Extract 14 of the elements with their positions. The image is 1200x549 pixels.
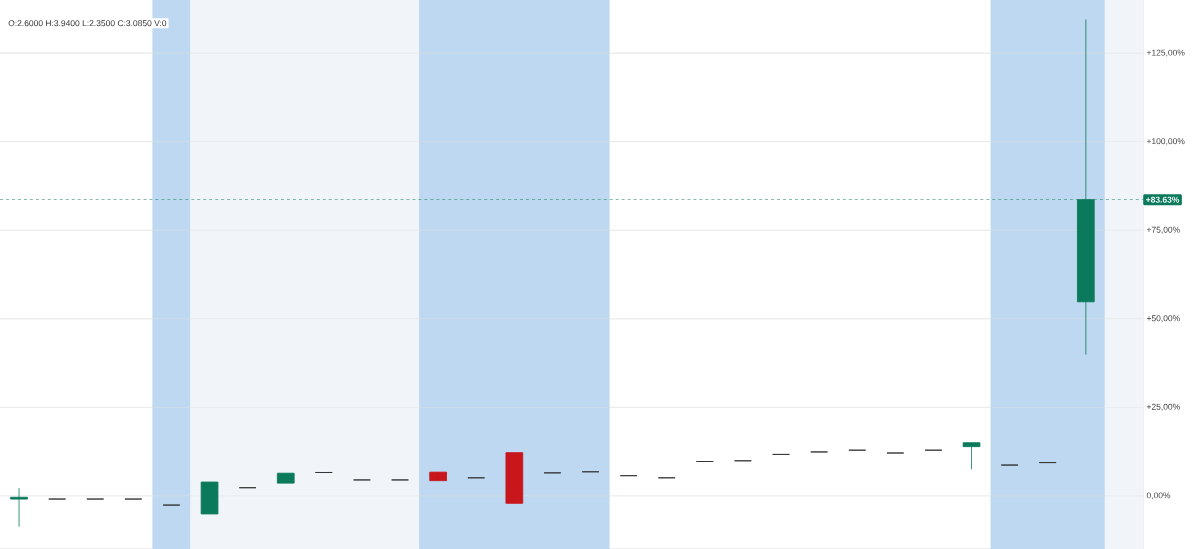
y-tick-label: +25,00% [1146, 403, 1180, 411]
y-tick-label: +50,00% [1146, 315, 1180, 323]
candlestick [429, 471, 447, 482]
candlestick [276, 472, 295, 484]
annotation: O:2.6000 H:3.9400 L:2.3500 C:3.0850 V:0 [8, 20, 167, 27]
candlestick [10, 487, 28, 528]
y-tick-label: +100,00% [1146, 138, 1185, 146]
y-tick-label: +125,00% [1146, 49, 1185, 57]
candlestick [962, 442, 981, 470]
ref-line-label: +83.63% [1146, 196, 1180, 203]
y-tick-label: +75,00% [1146, 226, 1180, 234]
y-tick-label: 0,00% [1146, 492, 1171, 500]
candlestick [200, 481, 219, 515]
candlestick [505, 452, 524, 504]
